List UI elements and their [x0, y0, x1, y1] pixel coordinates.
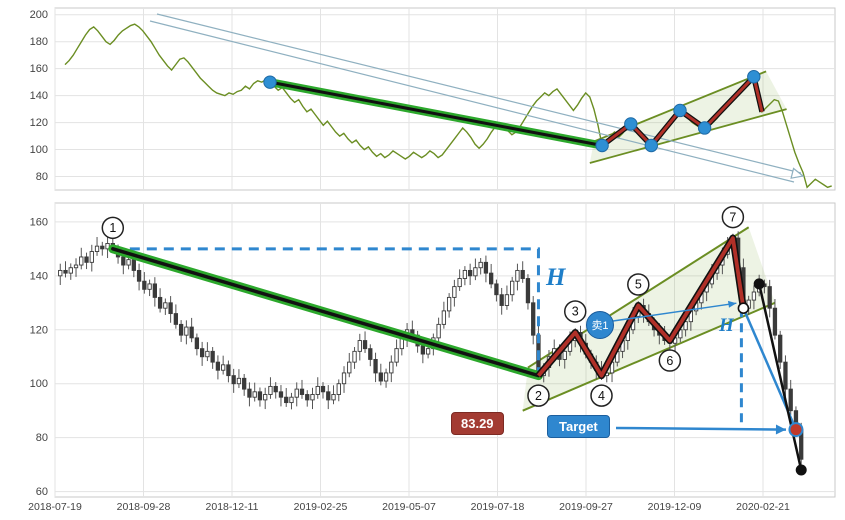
svg-text:2018-09-28: 2018-09-28 [117, 501, 171, 513]
black-dot-2[interactable] [795, 464, 807, 476]
svg-text:80: 80 [36, 432, 48, 444]
bottom-panel-content [58, 226, 807, 476]
svg-text:7: 7 [729, 210, 736, 224]
pivot-marker-2[interactable]: 2 [527, 384, 550, 407]
top-pivot-dot-4[interactable] [644, 138, 658, 153]
svg-text:160: 160 [30, 216, 48, 228]
svg-text:180: 180 [30, 36, 48, 48]
downtrend-line-core [111, 247, 541, 378]
svg-text:2019-12-09: 2019-12-09 [648, 501, 702, 513]
svg-text:2019-07-18: 2019-07-18 [471, 501, 525, 513]
target-hit-dot[interactable] [788, 422, 804, 438]
svg-text:80: 80 [36, 171, 48, 183]
channel-lower-line[interactable] [522, 301, 776, 412]
decline-line-black[interactable] [757, 283, 803, 471]
svg-text:140: 140 [30, 90, 48, 102]
top-pivot-dot-3[interactable] [624, 117, 638, 131]
top-pivot-dot-7[interactable] [747, 70, 761, 84]
svg-text:4: 4 [598, 389, 605, 403]
pivot-marker-3[interactable]: 3 [563, 300, 587, 323]
top-panel-content [64, 13, 832, 189]
height-measure-label-1[interactable]: H [546, 264, 566, 291]
wave-zigzag[interactable] [537, 236, 746, 378]
svg-text:200: 200 [30, 9, 48, 21]
pivot-marker-4[interactable]: 4 [590, 384, 613, 407]
svg-text:60: 60 [36, 486, 48, 498]
svg-text:2: 2 [535, 389, 542, 403]
svg-text:140: 140 [30, 270, 48, 282]
height-measure-dashed-1[interactable] [112, 247, 540, 376]
svg-text:6: 6 [666, 354, 673, 368]
svg-text:100: 100 [30, 144, 48, 156]
svg-text:120: 120 [30, 117, 48, 129]
target-badge[interactable]: Target [547, 415, 610, 438]
drop-point-circle[interactable] [737, 302, 750, 314]
svg-text:2019-09-27: 2019-09-27 [559, 501, 613, 513]
top-pivot-dot-1[interactable] [263, 75, 277, 89]
top-pivot-dot-2[interactable] [595, 138, 609, 153]
pivot-marker-5[interactable]: 5 [627, 273, 650, 296]
downtrend-wedge-annotation[interactable] [149, 13, 805, 183]
top-pivot-dot-5[interactable] [673, 103, 687, 118]
sell-signal-arrow [612, 300, 737, 322]
bottom-panel-grid: 60 80 100 120 140 160 2018-07-19 2018-09-28 2018… [28, 203, 835, 513]
top-panel-grid: 80 100 120 140 160 180 200 [30, 8, 835, 190]
svg-text:100: 100 [30, 378, 48, 390]
top-pivot-dot-6[interactable] [697, 121, 712, 135]
sell-signal-marker[interactable]: 卖1 [586, 311, 614, 339]
pivot-marker-6[interactable]: 6 [658, 349, 682, 372]
svg-text:2019-05-07: 2019-05-07 [382, 501, 436, 513]
height-measure-label-2[interactable]: H [719, 315, 734, 336]
top-channel-lower-line[interactable] [589, 108, 787, 164]
pivot-marker-1[interactable]: 1 [101, 216, 125, 240]
svg-text:5: 5 [635, 278, 642, 292]
svg-text:2018-12-11: 2018-12-11 [206, 501, 259, 513]
top-downtrend-line-core [268, 80, 604, 148]
svg-text:2018-07-19: 2018-07-19 [28, 501, 82, 513]
svg-text:2019-02-25: 2019-02-25 [294, 501, 348, 513]
target-arrow [615, 424, 786, 435]
price-target-value-badge[interactable]: 83.29 [451, 412, 504, 435]
black-dot-1[interactable] [753, 278, 765, 290]
svg-text:120: 120 [30, 324, 48, 336]
svg-text:160: 160 [30, 63, 48, 75]
svg-text:3: 3 [572, 305, 579, 319]
pivot-marker-7[interactable]: 7 [721, 205, 745, 229]
svg-text:2020-02-21: 2020-02-21 [736, 501, 790, 513]
svg-text:1: 1 [109, 221, 116, 235]
